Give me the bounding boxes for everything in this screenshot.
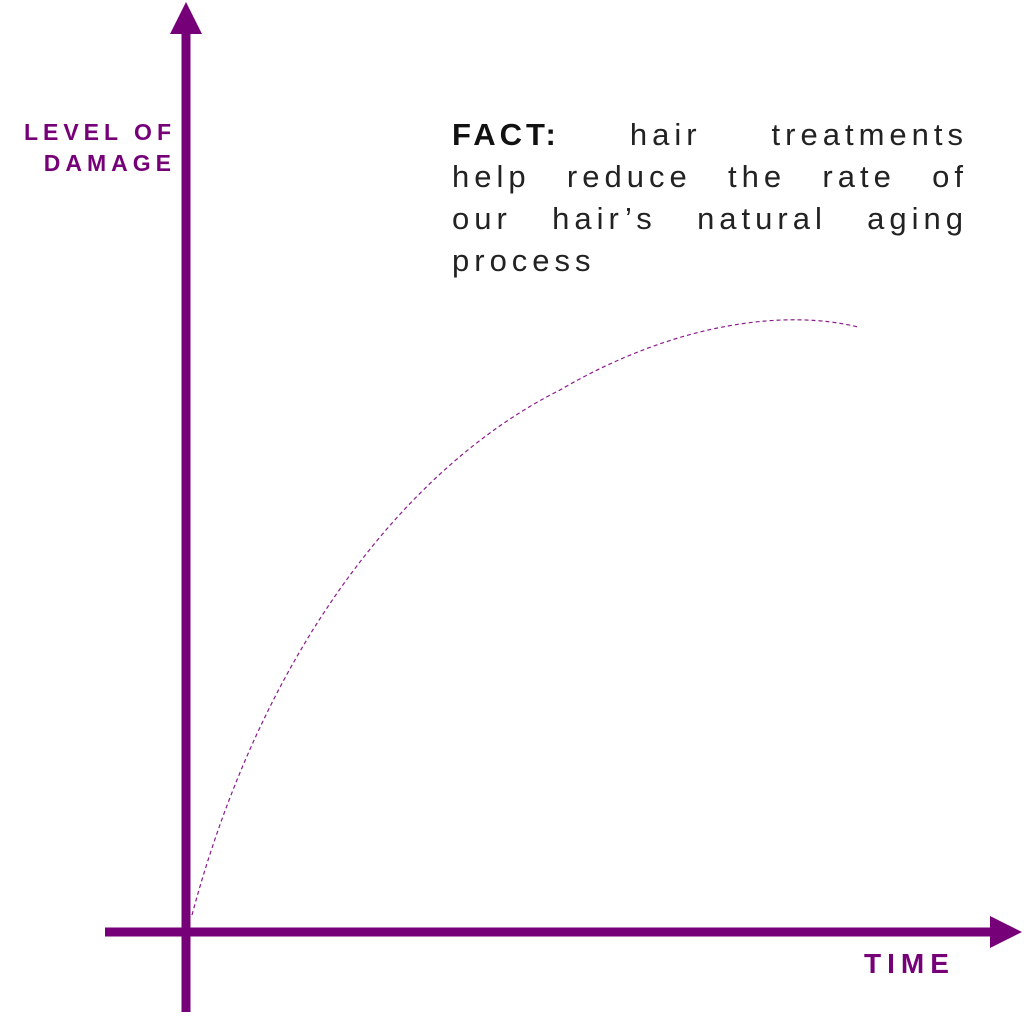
fact-line: FACT: hair treatments xyxy=(452,114,968,156)
y-axis-label-line: DAMAGE xyxy=(43,150,176,176)
y-axis-label-line: LEVEL OF xyxy=(23,119,176,145)
fact-text: FACT: hair treatments help reduce the ra… xyxy=(452,114,968,282)
y-axis-arrow xyxy=(170,2,202,34)
fact-line: help reduce the rate of xyxy=(452,159,968,194)
y-axis-label: LEVEL OF DAMAGE xyxy=(24,117,176,179)
fact-line: process xyxy=(452,243,596,278)
x-axis-label: TIME xyxy=(864,948,955,979)
fact-line: our hair’s natural aging xyxy=(452,201,968,236)
fact-label: FACT: xyxy=(452,117,560,152)
fact-line-text: hair treatments xyxy=(629,117,968,152)
damage-curve xyxy=(191,319,859,916)
x-axis-arrow xyxy=(990,916,1022,948)
